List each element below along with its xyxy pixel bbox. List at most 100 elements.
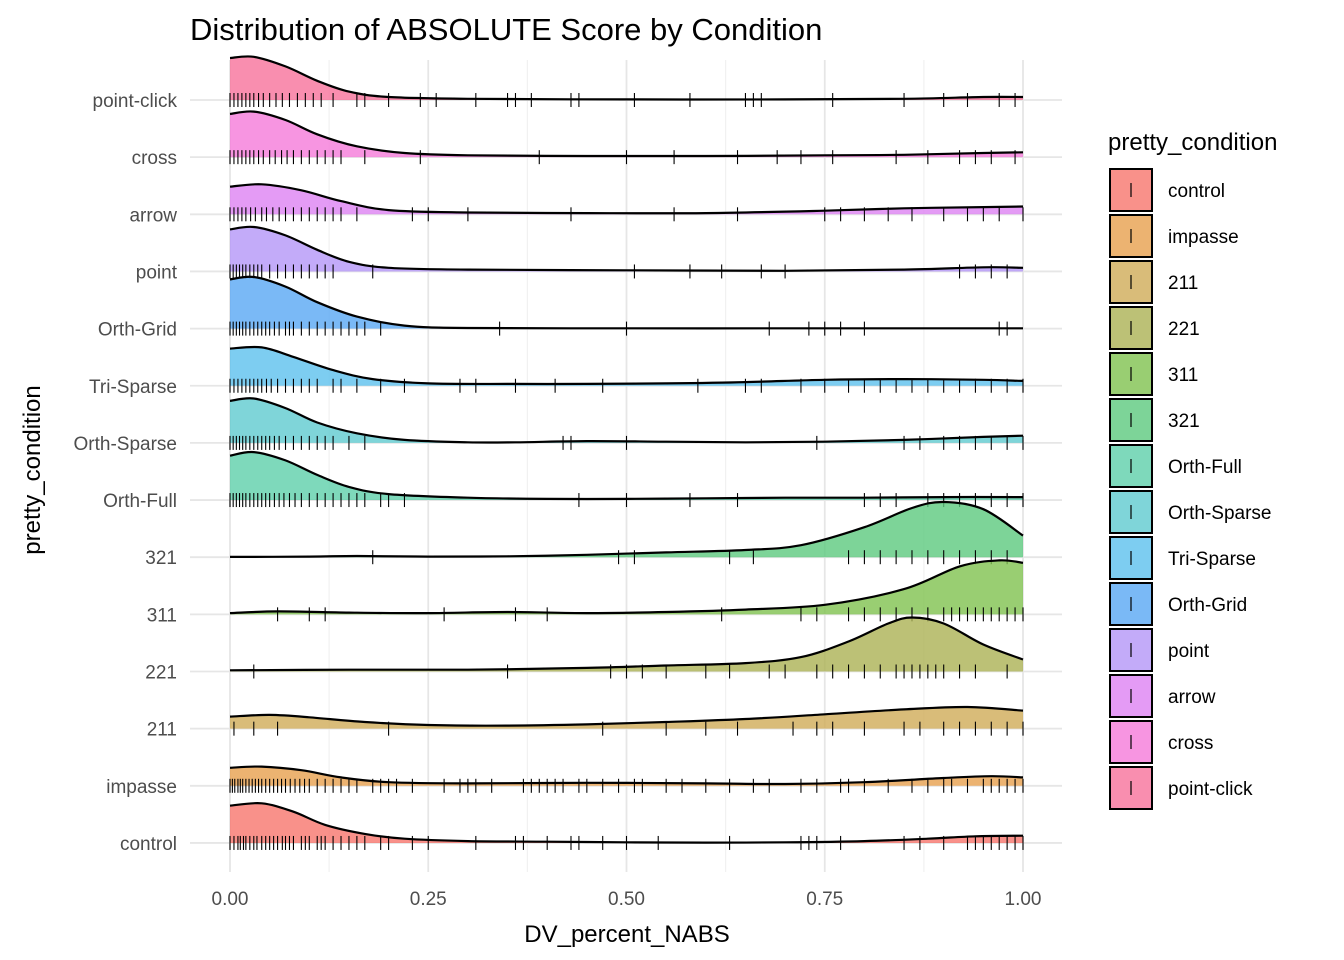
y-tick-label: Orth-Grid (98, 320, 177, 341)
density-line-Orth-Grid (229, 275, 1023, 330)
x-tick-label: 0.50 (608, 889, 645, 910)
legend-label: Tri-Sparse (1168, 549, 1256, 570)
y-tick-label: 311 (147, 605, 177, 626)
legend-title: pretty_condition (1108, 129, 1277, 156)
legend-entry: 311 (1109, 352, 1198, 396)
legend-label: 221 (1168, 319, 1200, 340)
density-line-321 (229, 500, 1024, 558)
legend-label: 211 (1168, 273, 1198, 294)
rug-point-click (229, 93, 1016, 107)
legend-entry: Orth-Grid (1109, 582, 1247, 626)
legend-label: arrow (1168, 687, 1216, 708)
y-tick-label: point (136, 262, 178, 283)
legend-entry: control (1109, 168, 1225, 212)
rug-cross (229, 150, 1016, 165)
legend-swatch (1109, 766, 1153, 810)
ridge-control (229, 801, 1024, 850)
legend-entry: arrow (1109, 674, 1216, 718)
x-tick-label: 0.75 (806, 889, 843, 910)
density-line-221 (229, 616, 1024, 672)
y-tick-label: impasse (106, 777, 177, 798)
legend-label: control (1168, 181, 1225, 202)
grid (190, 60, 1062, 872)
rug-control (229, 835, 1024, 850)
density-line-point (229, 225, 1024, 272)
density-area-321 (230, 501, 1023, 558)
x-tick-label: 1.00 (1005, 889, 1042, 910)
legend-label: Orth-Grid (1168, 595, 1247, 616)
legend-items: control impasse 211 221 311 321 Orth-Full Orth-… (1109, 168, 1271, 810)
y-tick-label: 211 (147, 720, 177, 741)
legend-label: 321 (1168, 411, 1200, 432)
legend-label: 311 (1168, 365, 1198, 386)
legend-entry: 221 (1109, 306, 1200, 350)
legend-entry: Orth-Full (1109, 444, 1242, 488)
y-tick-label: arrow (129, 205, 177, 226)
density-line-Orth-Full (229, 450, 1024, 501)
density-line-211 (229, 705, 1024, 727)
y-tick-label: point-click (93, 91, 178, 112)
ridge-arrow (229, 183, 1024, 222)
density-line-Tri-Sparse (229, 345, 1024, 386)
legend-entry: 211 (1109, 260, 1198, 304)
density-line-cross (229, 110, 1024, 158)
ridge-point-click (229, 55, 1024, 107)
y-axis-ticks: control impasse 211 221 311 321 Orth-Full Orth-… (74, 91, 178, 855)
rug-211 (233, 721, 1024, 736)
y-tick-label: cross (132, 148, 177, 169)
rug-Orth-Full (229, 493, 1024, 508)
density-line-point-click (229, 55, 1024, 101)
density-area-221 (230, 617, 1023, 672)
rug-arrow (229, 207, 1024, 222)
density-line-control (229, 801, 1024, 844)
ridge-321 (229, 500, 1024, 565)
density-line-arrow (229, 183, 1024, 215)
y-tick-label: Tri-Sparse (89, 377, 177, 398)
ridge-Orth-Grid (229, 275, 1023, 336)
ridge-311 (229, 559, 1024, 622)
density-line-Orth-Sparse (229, 397, 1024, 444)
chart-title: Distribution of ABSOLUTE Score by Condit… (190, 12, 822, 47)
legend-swatch (1109, 260, 1153, 304)
x-tick-label: 0.25 (410, 889, 447, 910)
density-line-311 (229, 559, 1024, 615)
rug-Tri-Sparse (229, 378, 1024, 393)
ridge-cross (229, 110, 1024, 165)
legend-entry: point (1109, 628, 1210, 672)
y-tick-label: Orth-Full (103, 491, 177, 512)
legend-entry: point-click (1109, 766, 1253, 810)
y-tick-label: Orth-Sparse (74, 434, 177, 455)
x-tick-label: 0.00 (212, 889, 249, 910)
y-axis-title: pretty_condition (19, 385, 46, 554)
x-axis-ticks: 0.00 0.25 0.50 0.75 1.00 (212, 889, 1042, 910)
legend-swatch (1109, 214, 1153, 258)
legend-entry: 321 (1109, 398, 1200, 442)
legend: pretty_condition control impasse 211 221 311… (1108, 129, 1277, 810)
y-tick-label: control (120, 834, 177, 855)
legend-entry: Orth-Sparse (1109, 490, 1271, 534)
legend-label: Orth-Full (1168, 457, 1242, 478)
legend-label: cross (1168, 733, 1213, 754)
density-line-impasse (229, 765, 1024, 786)
rug-Orth-Sparse (229, 435, 1024, 450)
ridge-Tri-Sparse (229, 345, 1024, 393)
legend-label: point (1168, 641, 1210, 662)
legend-label: point-click (1168, 779, 1253, 800)
y-tick-label: 221 (145, 663, 177, 684)
ridge-impasse (229, 765, 1024, 793)
ridge-Orth-Full (229, 450, 1024, 508)
x-axis-title: DV_percent_NABS (524, 921, 729, 948)
legend-entry: Tri-Sparse (1109, 536, 1256, 580)
ridge-layer (229, 55, 1024, 850)
rug-impasse (229, 778, 1024, 793)
ridge-Orth-Sparse (229, 397, 1024, 450)
density-area-211 (230, 706, 1023, 729)
ridge-221 (229, 616, 1024, 679)
legend-label: Orth-Sparse (1168, 503, 1271, 524)
density-area-point-click (230, 56, 1023, 100)
legend-label: impasse (1168, 227, 1239, 248)
legend-entry: impasse (1109, 214, 1239, 258)
ridge-point (229, 225, 1024, 279)
ridge-211 (229, 705, 1024, 736)
